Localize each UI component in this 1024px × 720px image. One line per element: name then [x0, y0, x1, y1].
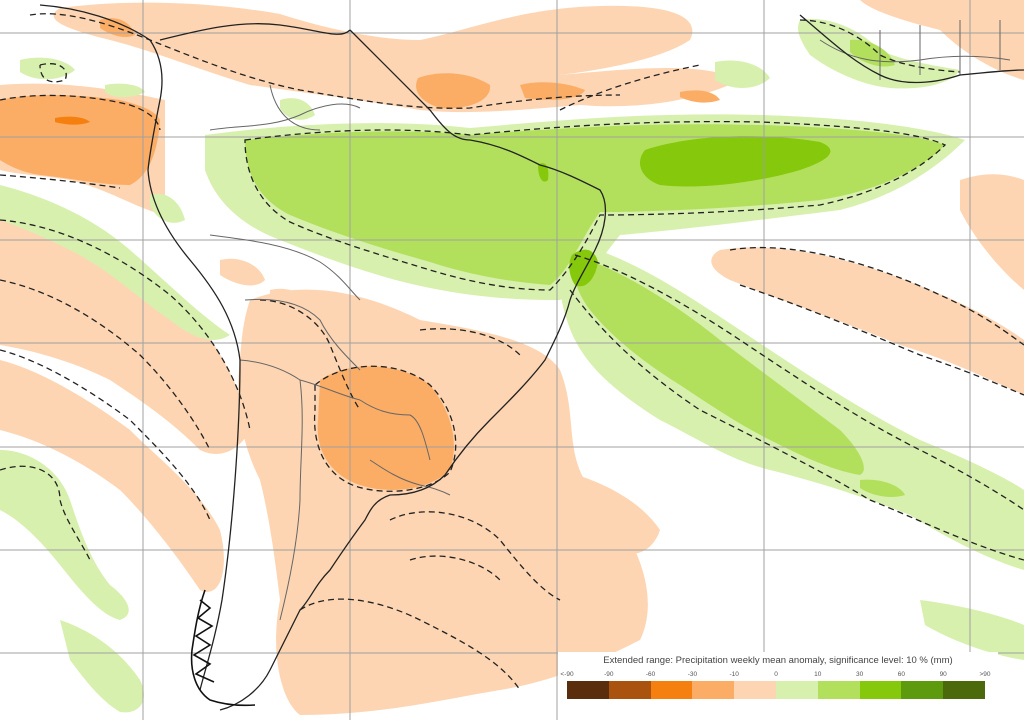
legend-swatch: [734, 681, 776, 699]
color-legend: Extended range: Precipitation weekly mea…: [558, 652, 998, 720]
legend-swatch: [608, 681, 651, 699]
legend-swatch: [943, 681, 985, 699]
legend-tick: -60: [645, 671, 656, 678]
legend-tick: 30: [855, 671, 864, 678]
dry-strong-regions: [55, 116, 90, 125]
legend-tick: >90: [979, 671, 991, 678]
legend-tick: -30: [687, 671, 698, 678]
legend-swatch: [650, 681, 693, 699]
southern-chile-fjords: [190, 589, 256, 707]
coastlines: [39, 4, 1024, 711]
legend-swatch: [692, 681, 735, 699]
legend-swatch: [775, 681, 818, 699]
legend-tick: 10: [814, 671, 822, 678]
legend-tick: -90: [604, 671, 614, 678]
legend-swatch: [901, 681, 944, 699]
legend-swatch: [859, 681, 902, 699]
legend-tick: 0: [774, 671, 778, 678]
legend-tick: <-90: [560, 671, 574, 678]
dry-medium-regions: [0, 18, 720, 490]
legend-swatch: [567, 681, 609, 699]
legend-tick-labels: <-90 -90 -60 -30 -10 0 10 30 60 90 >90: [558, 671, 998, 681]
legend-color-bar: [567, 681, 985, 699]
legend-tick: 90: [939, 671, 947, 678]
country-borders: [209, 20, 1011, 621]
significance-contours: [0, 13, 1024, 691]
legend-tick: -10: [729, 671, 739, 678]
legend-tick: 60: [897, 671, 906, 678]
legend-swatch: [817, 681, 860, 699]
legend-title: Extended range: Precipitation weekly mea…: [603, 655, 953, 666]
